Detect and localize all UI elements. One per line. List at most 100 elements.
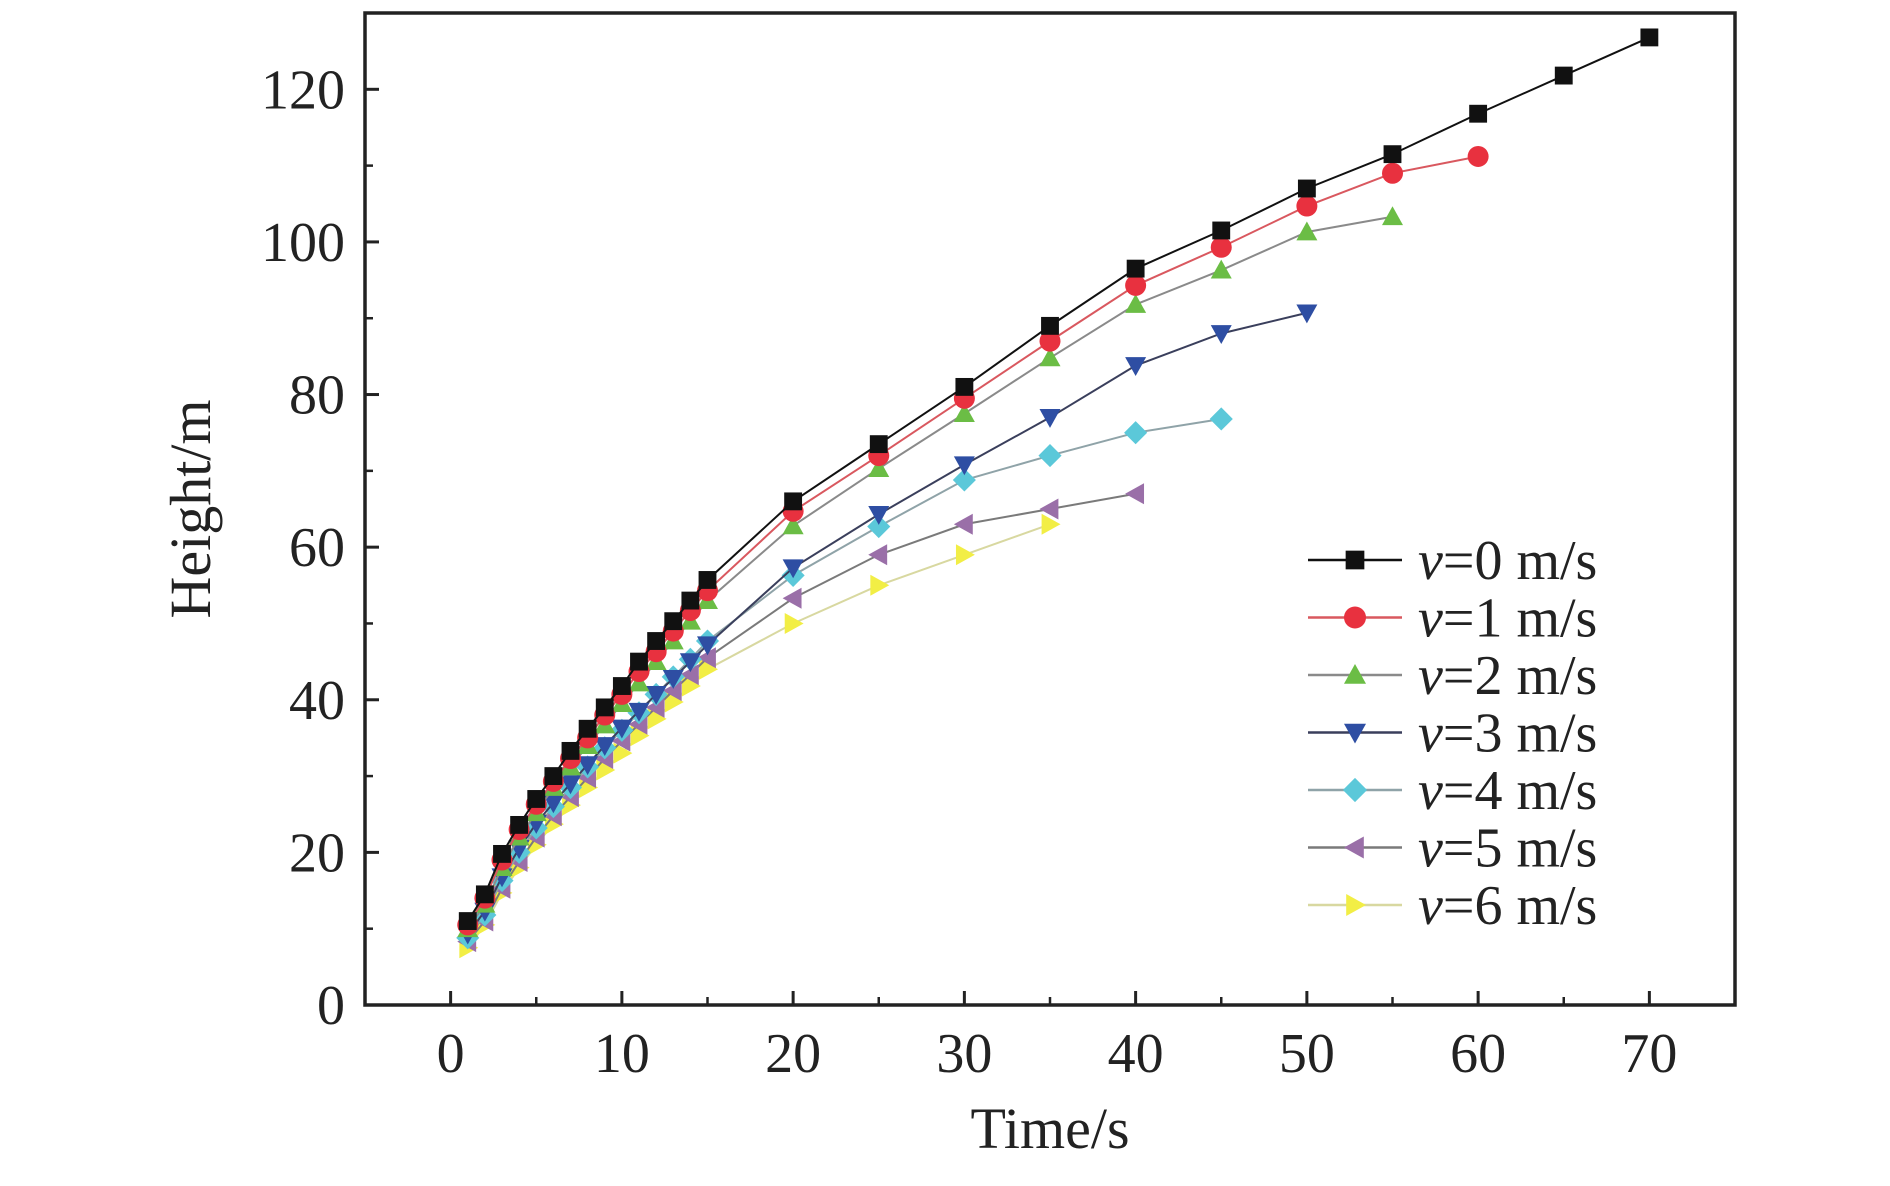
legend-label: v=6 m/s	[1418, 875, 1597, 937]
y-tick-label: 0	[317, 975, 345, 1037]
x-tick-label: 0	[437, 1023, 465, 1085]
data-point	[697, 636, 718, 656]
legend-marker	[1345, 550, 1365, 570]
legend-marker	[1344, 606, 1366, 629]
data-point	[1125, 483, 1145, 505]
data-point	[868, 505, 890, 525]
series	[457, 483, 1145, 953]
data-point	[611, 719, 633, 739]
legend-variable: v	[1418, 703, 1443, 765]
data-point	[782, 515, 804, 535]
legend-marker	[1344, 723, 1366, 744]
data-point	[630, 652, 648, 671]
data-point	[1469, 104, 1488, 123]
data-point	[1041, 316, 1059, 335]
data-point	[1296, 221, 1318, 241]
y-axis: 0 20 40 60 80 100 120	[261, 59, 379, 1037]
data-point	[1039, 330, 1061, 352]
data-point	[955, 544, 975, 566]
legend-item: v=5 m/s	[1308, 818, 1597, 880]
data-point	[612, 677, 631, 695]
series	[457, 304, 1318, 945]
data-point	[1125, 357, 1147, 377]
data-point	[613, 742, 633, 764]
data-point	[955, 377, 974, 396]
data-point	[1210, 259, 1232, 279]
legend-item: v=3 m/s	[1308, 703, 1597, 765]
legend-item: v=4 m/s	[1308, 760, 1597, 822]
legend-item: v=6 m/s	[1308, 875, 1597, 937]
x-tick-label: 60	[1450, 1023, 1506, 1085]
data-point	[662, 670, 684, 689]
data-point	[782, 559, 804, 579]
data-point	[578, 719, 597, 738]
data-point	[1210, 325, 1232, 344]
data-point	[1124, 421, 1148, 445]
data-point	[1038, 444, 1062, 468]
legend-variable: v	[1418, 588, 1443, 650]
data-point	[647, 632, 666, 650]
data-point	[1297, 179, 1316, 198]
y-tick-label: 20	[289, 822, 345, 884]
data-point	[1209, 407, 1233, 431]
data-point	[527, 790, 546, 808]
y-tick-label: 80	[289, 365, 345, 427]
data-point	[1640, 28, 1659, 47]
series	[457, 145, 1489, 936]
legend-variable: v	[1418, 645, 1443, 707]
data-point	[1467, 145, 1489, 167]
data-point	[493, 844, 511, 863]
legend-variable: v	[1418, 875, 1443, 937]
data-point	[647, 708, 667, 730]
x-tick-label: 40	[1108, 1023, 1164, 1085]
y-tick-label: 120	[261, 59, 345, 121]
legend-label: v=3 m/s	[1418, 703, 1597, 765]
series-line	[466, 155, 1479, 926]
data-point	[645, 686, 667, 705]
data-point	[628, 702, 650, 722]
data-point	[953, 403, 975, 423]
data-point	[1296, 304, 1318, 324]
y-tick-label: 60	[289, 517, 345, 579]
data-point	[868, 544, 888, 566]
y-axis-title: Height/m	[158, 399, 223, 618]
series	[459, 513, 1061, 959]
legend-marker	[1346, 894, 1366, 916]
legend-label: v=4 m/s	[1418, 760, 1597, 822]
y-tick-label: 40	[289, 670, 345, 732]
data-point	[679, 664, 699, 686]
data-point	[699, 658, 718, 680]
data-point	[630, 725, 650, 747]
data-point	[952, 468, 976, 492]
series-layer	[456, 28, 1659, 959]
x-axis: 0 10 20 30 40 50 60 70	[437, 991, 1737, 1085]
data-point	[1039, 498, 1059, 520]
series	[456, 407, 1233, 950]
legend: v=0 m/sv=1 m/sv=2 m/sv=3 m/sv=4 m/sv=5 m…	[1308, 530, 1597, 937]
data-point	[1039, 409, 1061, 428]
data-point	[698, 571, 717, 589]
data-point	[782, 587, 802, 609]
data-point	[784, 492, 803, 511]
data-point	[868, 458, 890, 477]
x-tick-label: 50	[1279, 1023, 1335, 1085]
legend-marker	[1344, 664, 1366, 684]
series-line	[466, 523, 1051, 949]
x-tick-label: 10	[594, 1023, 650, 1085]
series-line	[466, 417, 1222, 939]
data-point	[510, 815, 529, 834]
legend-item: v=0 m/s	[1308, 530, 1597, 592]
data-point	[869, 435, 888, 454]
data-point	[1125, 274, 1147, 296]
data-point	[662, 680, 682, 702]
series-line	[466, 311, 1308, 935]
data-point	[1383, 145, 1402, 164]
legend-variable: v	[1418, 818, 1443, 880]
data-point	[594, 737, 616, 757]
legend-label: v=0 m/s	[1418, 530, 1597, 592]
series	[457, 206, 1403, 938]
data-point	[1039, 347, 1061, 367]
legend-marker	[1344, 836, 1364, 859]
legend-item: v=1 m/s	[1308, 588, 1597, 650]
